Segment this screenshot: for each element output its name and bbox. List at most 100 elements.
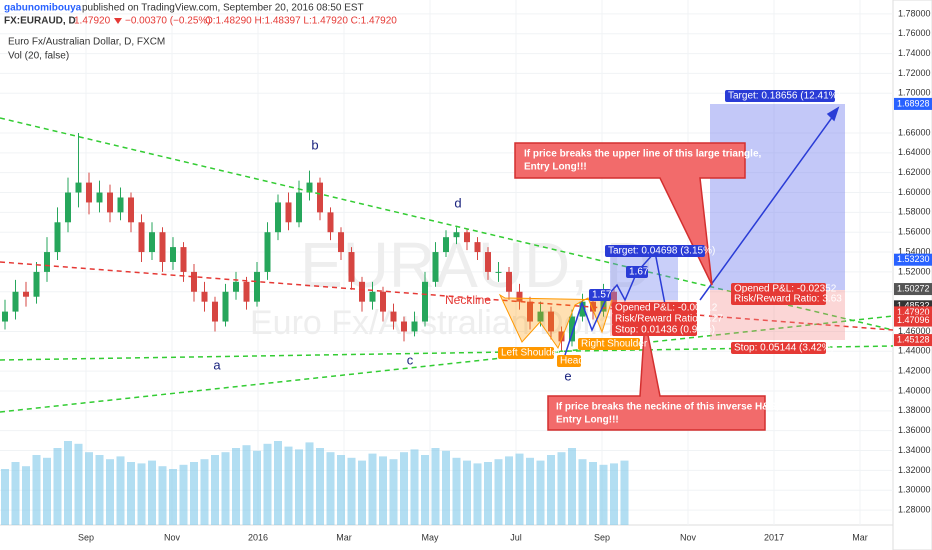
- neckline-label: Neckline: [445, 293, 491, 307]
- volume-bar: [200, 459, 209, 525]
- y-tick-label: 1.40000: [898, 385, 931, 395]
- price-tag-label: 1.47920: [897, 307, 930, 317]
- y-tick-label: 1.62000: [898, 167, 931, 177]
- candle-body: [611, 291, 617, 307]
- candle-body: [75, 182, 82, 193]
- volume-bar: [557, 452, 566, 525]
- volume-bar: [599, 464, 608, 525]
- volume-bar: [526, 457, 534, 525]
- volume-bar: [379, 456, 387, 525]
- callout-box: [547, 319, 766, 431]
- candle-body: [128, 197, 134, 223]
- price-tag: [894, 283, 932, 296]
- author[interactable]: gabunomibouya: [4, 3, 82, 14]
- y-tick-label: 1.34000: [898, 445, 931, 455]
- volume-bar: [326, 452, 335, 525]
- candle-body: [2, 311, 8, 322]
- y-tick-label: 1.42000: [898, 366, 931, 376]
- candle-body: [33, 271, 40, 297]
- candle-body: [401, 321, 407, 332]
- candle-body: [380, 291, 386, 312]
- watermark: EURAUD, D: [300, 229, 652, 301]
- candle-body: [327, 212, 334, 233]
- volume-bar: [263, 443, 272, 525]
- down-icon: [114, 18, 122, 24]
- volume-bar: [179, 464, 188, 525]
- price-tag: [894, 253, 932, 266]
- stop-label-bg: [731, 342, 826, 354]
- volume-bar: [127, 462, 135, 525]
- volume-bar: [494, 459, 503, 525]
- candle-body: [86, 182, 92, 203]
- ohlc: O:1.48290 H:1.48397 L:1.47920 C:1.47920: [205, 16, 397, 27]
- change: −0.00370 (−0.25%): [125, 16, 211, 27]
- candle-body: [117, 197, 124, 213]
- volume-bar: [610, 463, 618, 525]
- volume-bar: [421, 455, 429, 525]
- candle-body: [243, 281, 250, 302]
- volume-bar: [11, 462, 20, 525]
- volume-bar: [253, 450, 261, 525]
- volume-bar: [295, 449, 303, 525]
- candle-body: [579, 301, 586, 317]
- candle-body: [485, 252, 491, 272]
- volume-bar: [106, 459, 114, 525]
- volume-bar: [368, 453, 377, 525]
- callout-text: If price breaks the upper line of this l…: [524, 149, 762, 160]
- volume-bar: [64, 441, 72, 525]
- x-tick-label: Nov: [164, 532, 181, 542]
- x-tick-label: 2016: [248, 532, 268, 542]
- target-label-bg: [725, 90, 835, 102]
- drawings: [0, 104, 894, 431]
- arrow-head: [826, 106, 840, 122]
- hs-pattern: [498, 293, 613, 350]
- wave-label: e: [564, 368, 571, 383]
- candle-body: [464, 232, 470, 243]
- volume-bar: [442, 450, 450, 525]
- candle-body: [44, 252, 50, 272]
- candle-body: [264, 232, 271, 272]
- volume-bar: [305, 442, 314, 525]
- pnl-label: Opened P&L: -0.00612: [615, 303, 718, 314]
- symbol: FX:EURAUD, D: [4, 16, 76, 27]
- volume-bar: [211, 455, 219, 525]
- target-label: Target: 0.04698 (3.15%): [608, 246, 715, 257]
- price-tag-label: 1.45128: [897, 334, 930, 344]
- stop-label: Stop: 0.01436 (0.97%): [615, 325, 715, 336]
- volume-bar: [589, 462, 597, 525]
- price-tag: [894, 97, 932, 110]
- candle-body: [516, 291, 523, 302]
- y-tick-label: 1.44000: [898, 346, 931, 356]
- callout-text: Entry Long!!!: [556, 415, 619, 426]
- candle-body: [149, 232, 155, 253]
- volume-bar: [169, 469, 177, 525]
- candle-body: [23, 291, 29, 297]
- candle-body: [180, 247, 187, 272]
- y-tick-label: 1.32000: [898, 465, 931, 475]
- price-axis: [892, 0, 932, 550]
- y-tick-label: 1.38000: [898, 405, 931, 415]
- fib-label: 1.57: [592, 290, 612, 301]
- volume-bar: [43, 457, 51, 525]
- candle-body: [96, 192, 103, 203]
- callout-text: Entry Long!!!: [524, 162, 587, 173]
- volume-bar: [463, 460, 471, 525]
- y-tick-label: 1.66000: [898, 127, 931, 137]
- watermark-name: Euro Fx/Australian Dollar: [250, 304, 628, 342]
- y-tick-label: 1.56000: [898, 227, 931, 237]
- y-tick-label: 1.64000: [898, 147, 931, 157]
- candle-body: [191, 271, 197, 292]
- last-price: 1.47920: [74, 16, 111, 27]
- wave-label: d: [454, 195, 461, 210]
- volume-bar: [32, 455, 41, 525]
- price-tag: [894, 334, 932, 347]
- y-tick-label: 1.76000: [898, 28, 931, 38]
- volume-bar: [568, 448, 576, 525]
- callout-box: [514, 142, 746, 286]
- x-tick-label: Sep: [594, 532, 610, 542]
- volume: [1, 441, 629, 525]
- x-tick-label: Mar: [852, 532, 868, 542]
- grid: [0, 0, 893, 525]
- x-tick-label: Sep: [78, 532, 94, 542]
- candle-body: [537, 311, 544, 322]
